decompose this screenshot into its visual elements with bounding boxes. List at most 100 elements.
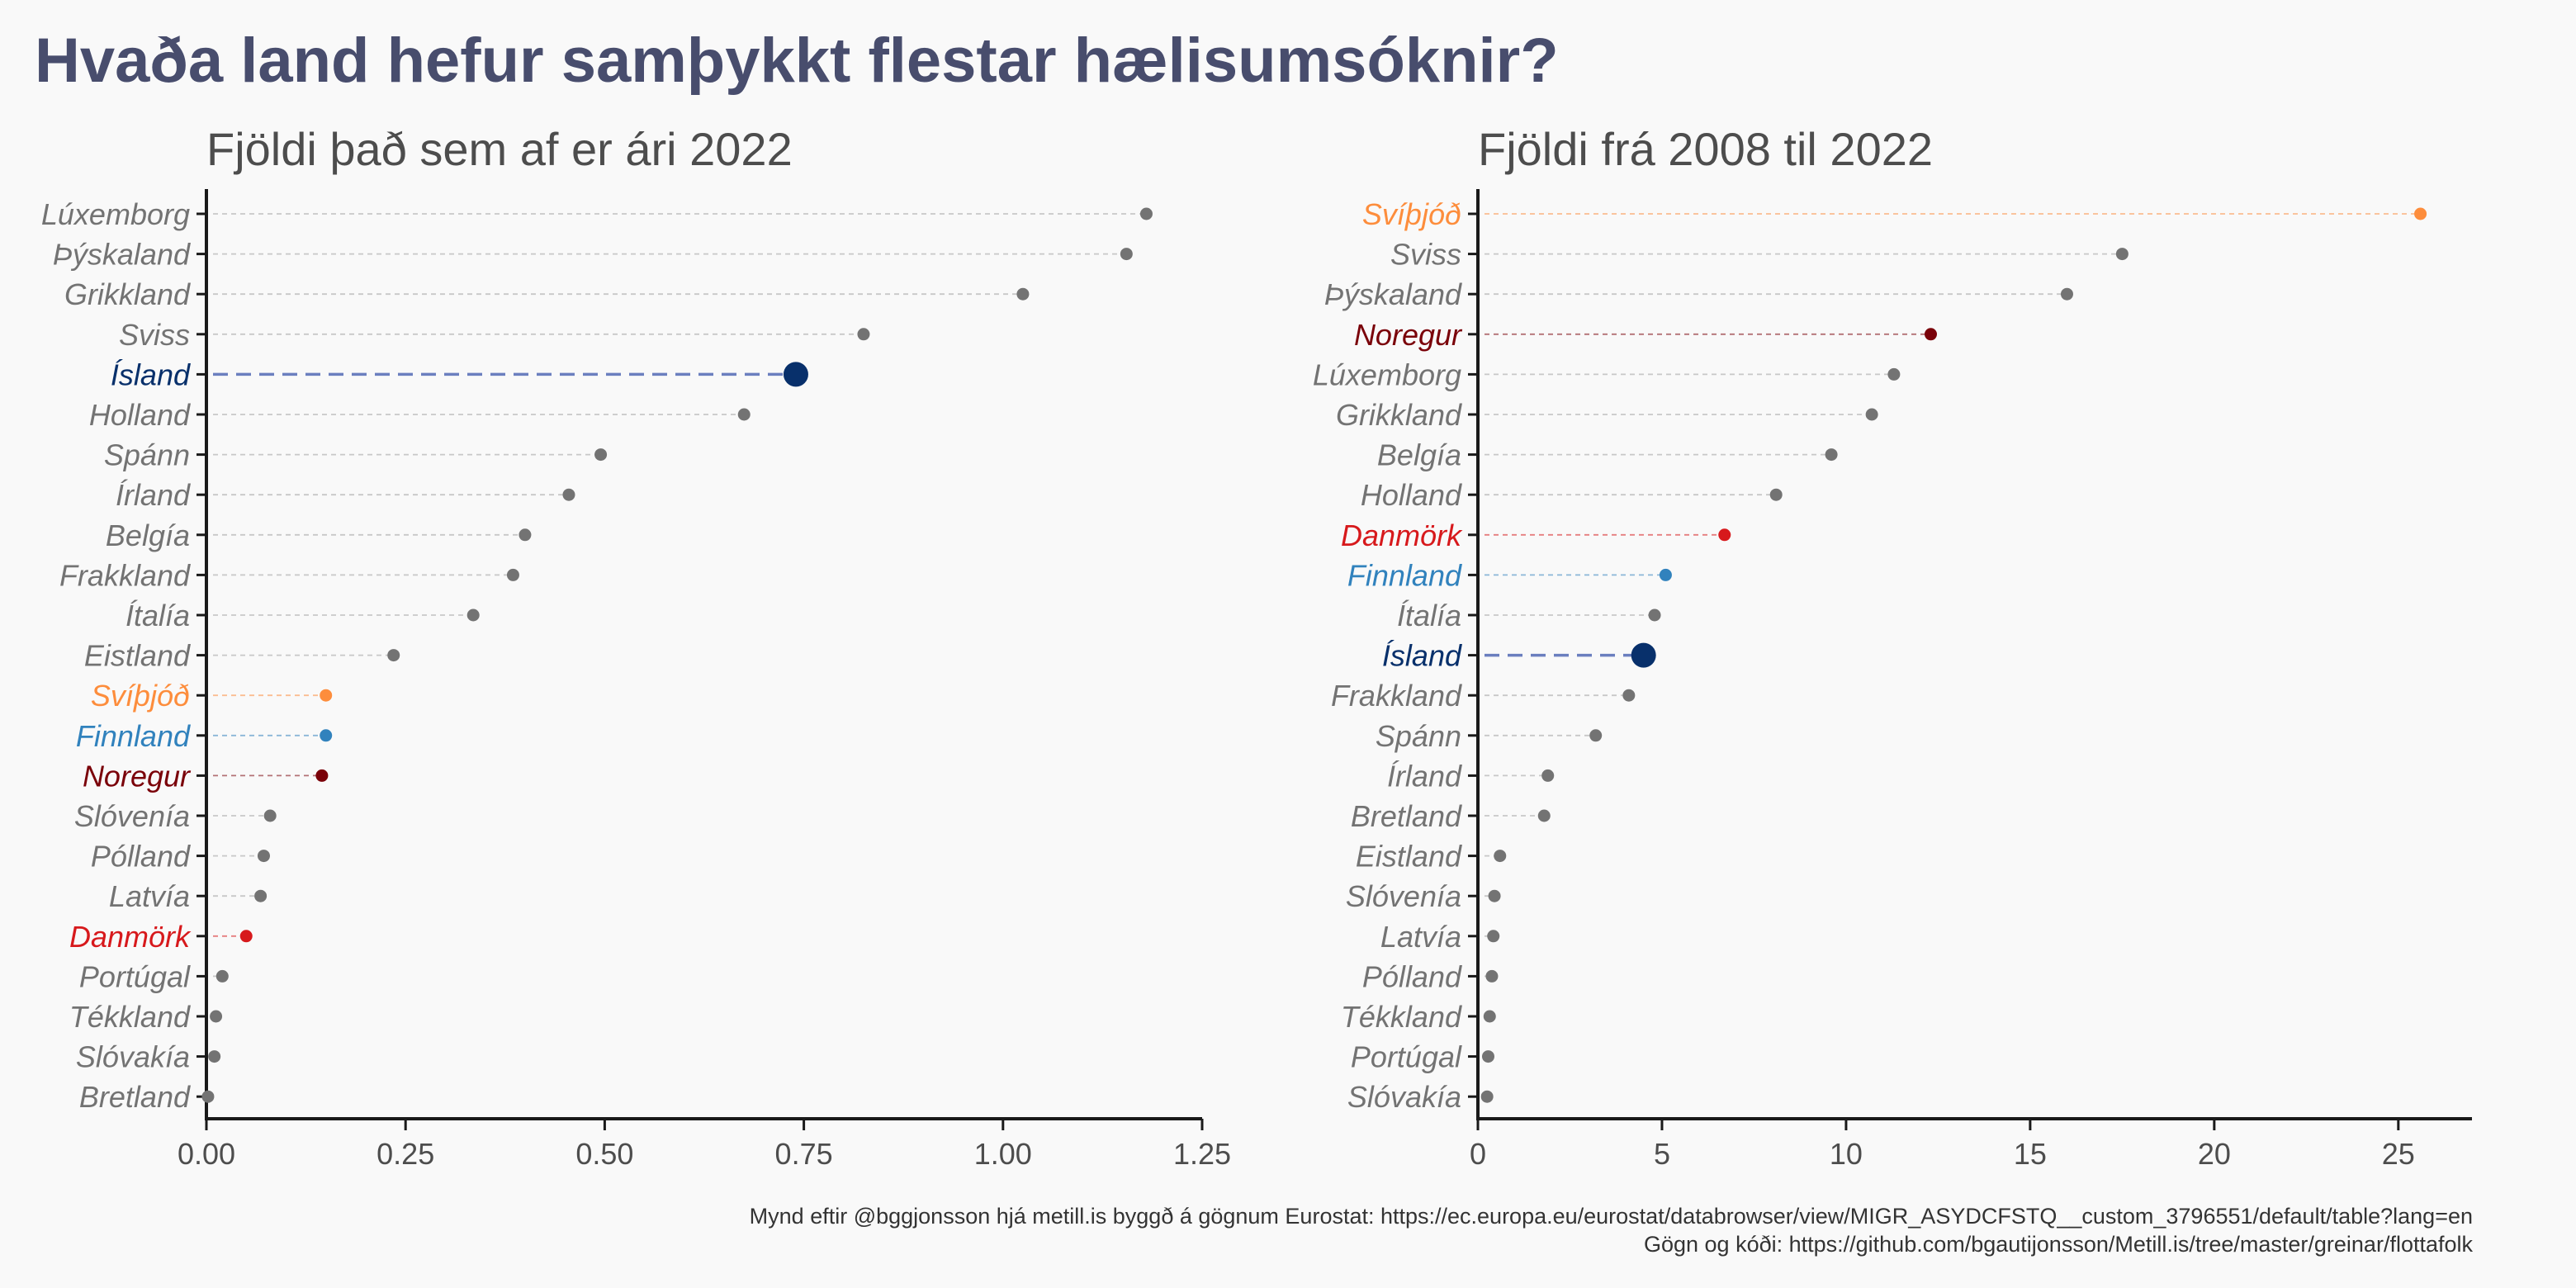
category-label-irland: Írland: [116, 478, 191, 512]
data-point-portugal: [1481, 1050, 1494, 1063]
data-point-frakkland: [1622, 689, 1636, 702]
data-point-noregur: [1924, 328, 1937, 341]
x-tick-label: 15: [2014, 1137, 2047, 1171]
category-label-island: Ísland: [111, 358, 191, 391]
category-label-noregur: Noregur: [83, 759, 192, 793]
data-point-slovenia: [1488, 889, 1501, 902]
category-label-latvia: Latvía: [109, 879, 190, 913]
data-point-holland: [737, 408, 751, 421]
category-label-eistland: Eistland: [1356, 840, 1462, 874]
data-point-polland: [1485, 969, 1499, 983]
data-point-bretland: [201, 1090, 215, 1103]
x-tick-label: 1.25: [1173, 1137, 1231, 1171]
category-label-svithjod: Svíþjóð: [1362, 197, 1461, 231]
data-point-sviss: [857, 328, 870, 341]
category-label-portugal: Portúgal: [79, 959, 191, 993]
x-tick-label: 20: [2198, 1137, 2231, 1171]
data-point-grikkland: [1016, 287, 1030, 301]
x-tick-label: 0: [1470, 1137, 1486, 1171]
data-point-sviss: [2115, 248, 2129, 261]
data-point-eistland: [1494, 850, 1507, 863]
category-label-irland: Írland: [1387, 759, 1462, 793]
category-label-italia: Ítalía: [1397, 599, 1461, 632]
category-label-portugal: Portúgal: [1351, 1040, 1462, 1074]
data-point-slovakia: [1480, 1090, 1494, 1103]
data-point-holland: [1769, 488, 1783, 501]
category-label-finnland: Finnland: [76, 719, 191, 753]
data-point-frakkland: [506, 568, 519, 581]
data-point-portugal: [215, 969, 229, 983]
data-point-svithjod: [2414, 207, 2427, 220]
category-label-polland: Pólland: [91, 840, 191, 874]
category-label-svithjod: Svíþjóð: [91, 679, 190, 713]
x-tick-label: 5: [1654, 1137, 1670, 1171]
data-point-eistland: [387, 649, 400, 662]
category-label-danmork: Danmörk: [69, 920, 192, 954]
data-point-noregur: [315, 769, 329, 782]
data-point-irland: [562, 488, 575, 501]
data-point-finnland: [1659, 568, 1672, 581]
x-tick-label: 25: [2382, 1137, 2415, 1171]
category-label-slovakia: Slóvakía: [76, 1040, 190, 1074]
data-point-island: [783, 362, 808, 387]
x-tick-label: 0.50: [575, 1137, 633, 1171]
category-label-luxemborg: Lúxemborg: [41, 197, 190, 231]
category-label-sviss: Sviss: [119, 318, 190, 352]
category-label-sviss: Sviss: [1390, 238, 1461, 272]
data-point-italia: [1648, 608, 1661, 622]
category-label-island: Ísland: [1382, 639, 1462, 673]
category-label-eistland: Eistland: [84, 639, 191, 673]
data-point-spann: [1589, 729, 1603, 742]
panel-subtitle: Fjöldi frá 2008 til 2022: [1478, 123, 1933, 175]
data-point-luxemborg: [1887, 367, 1901, 381]
data-point-polland: [257, 850, 270, 863]
category-label-slovenia: Slóvenía: [1346, 879, 1461, 913]
data-point-belgia: [1825, 448, 1838, 462]
category-label-finnland: Finnland: [1347, 558, 1462, 592]
category-label-belgia: Belgía: [1377, 438, 1461, 472]
category-label-polland: Pólland: [1362, 959, 1462, 993]
category-label-danmork: Danmörk: [1341, 519, 1463, 552]
x-tick-label: 10: [1830, 1137, 1863, 1171]
category-label-tekkland: Tékkland: [69, 1000, 191, 1034]
code-caption: Gögn og kóði: https://github.com/bgautij…: [1643, 1232, 2473, 1257]
data-point-tekkland: [1483, 1010, 1496, 1023]
x-tick-label: 0.00: [178, 1137, 235, 1171]
category-label-tekkland: Tékkland: [1341, 1000, 1462, 1034]
panel-subtitle: Fjöldi það sem af er ári 2022: [206, 123, 793, 175]
data-point-danmork: [1718, 528, 1731, 542]
category-label-slovenia: Slóvenía: [74, 799, 190, 833]
data-point-spann: [594, 448, 608, 462]
data-point-slovakia: [208, 1050, 221, 1063]
data-point-thyskaland: [1120, 248, 1133, 261]
x-tick-label: 0.75: [775, 1137, 833, 1171]
data-point-bretland: [1537, 809, 1551, 822]
data-point-svithjod: [320, 689, 333, 702]
category-label-belgia: Belgía: [106, 519, 190, 552]
data-point-grikkland: [1865, 408, 1878, 421]
category-label-italia: Ítalía: [125, 599, 190, 632]
category-label-spann: Spánn: [1376, 719, 1461, 753]
x-tick-label: 0.25: [376, 1137, 434, 1171]
data-point-tekkland: [210, 1010, 223, 1023]
category-label-frakkland: Frakkland: [59, 558, 191, 592]
category-label-grikkland: Grikkland: [1336, 398, 1462, 432]
data-point-italia: [466, 608, 480, 622]
data-point-latvia: [254, 889, 268, 902]
data-point-irland: [1541, 769, 1555, 782]
data-point-finnland: [320, 729, 333, 742]
category-label-thyskaland: Þýskaland: [1324, 277, 1462, 311]
x-tick-label: 1.00: [974, 1137, 1032, 1171]
category-label-spann: Spánn: [104, 438, 190, 472]
category-label-bretland: Bretland: [1351, 799, 1462, 833]
category-label-latvia: Latvía: [1380, 920, 1461, 954]
data-point-latvia: [1487, 930, 1500, 943]
data-point-island: [1631, 642, 1656, 668]
data-point-danmork: [239, 930, 253, 943]
chart-title: Hvaða land hefur samþykkt flestar hælisu…: [35, 26, 1559, 96]
category-label-thyskaland: Þýskaland: [53, 238, 191, 272]
source-caption: Mynd eftir @bggjonsson hjá metill.is byg…: [749, 1204, 2473, 1229]
